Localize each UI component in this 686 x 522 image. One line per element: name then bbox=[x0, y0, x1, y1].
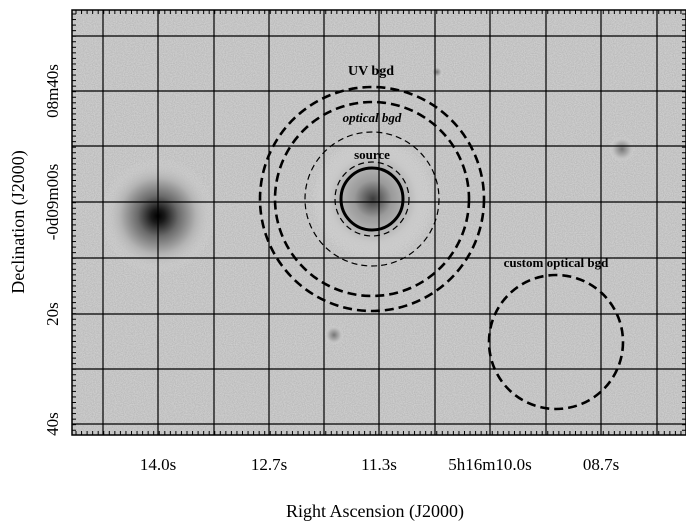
faint-star bbox=[324, 325, 344, 345]
x-tick-label: 11.3s bbox=[361, 455, 397, 474]
minor-ticks bbox=[72, 10, 686, 435]
y-tick-labels: 08m40s -0d09m00s 20s 40s bbox=[43, 64, 62, 436]
uv-bgd-label: UV bgd bbox=[348, 64, 394, 79]
x-tick-label: 12.7s bbox=[251, 455, 287, 474]
custom-optical-bgd-circle bbox=[487, 273, 625, 411]
optical-bgd-circle bbox=[304, 131, 440, 267]
regions bbox=[258, 85, 625, 411]
y-tick-label: -0d09m00s bbox=[43, 164, 62, 241]
x-tick-labels: 14.0s 12.7s 11.3s 5h16m10.0s 08.7s bbox=[140, 455, 619, 474]
y-tick-label: 20s bbox=[43, 302, 62, 326]
custom-optical-bgd-label: custom optical bgd bbox=[504, 255, 610, 270]
x-tick-label: 08.7s bbox=[583, 455, 619, 474]
plot-frame bbox=[71, 9, 686, 436]
region-labels: UV bgd optical bgd source custom optical… bbox=[343, 64, 610, 270]
optical-bgd-label: optical bgd bbox=[343, 110, 402, 125]
y-tick-label: 40s bbox=[43, 412, 62, 436]
x-tick-label: 14.0s bbox=[140, 455, 176, 474]
faint-star bbox=[431, 66, 443, 78]
y-tick-label: 08m40s bbox=[43, 64, 62, 118]
source-emission bbox=[311, 137, 435, 261]
uv-bgd-inner-circle bbox=[273, 100, 471, 298]
uv-bgd-outer-circle bbox=[258, 85, 486, 313]
source-outer-circle bbox=[334, 161, 410, 237]
x-tick-label: 5h16m10.0s bbox=[448, 455, 532, 474]
source-aperture-circle bbox=[339, 166, 405, 232]
source-label: source bbox=[354, 147, 390, 162]
x-axis-label: Right Ascension (J2000) bbox=[286, 501, 464, 522]
faint-star bbox=[609, 136, 635, 162]
y-axis-label: Declination (J2000) bbox=[8, 150, 29, 293]
